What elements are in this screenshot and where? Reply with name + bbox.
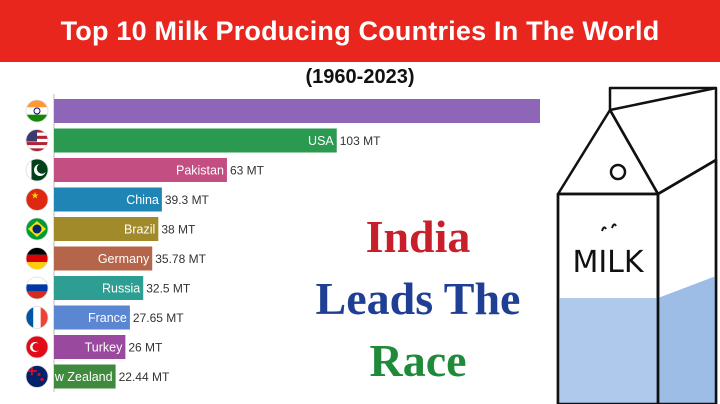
bar-category-label: Brazil (124, 223, 155, 237)
chart-title: Top 10 Milk Producing Countries In The W… (60, 15, 660, 46)
bar-india (54, 99, 540, 123)
bar-pakistan (54, 158, 227, 182)
bar-category-label: Pakistan (176, 164, 224, 178)
new-zealand-flag-icon (25, 365, 49, 388)
bar-france (54, 305, 130, 330)
bar-category-label: w Zealand (54, 370, 113, 384)
turkey-flag-icon (25, 335, 49, 359)
headline-line-3: Race (369, 335, 467, 386)
bar-value-label: 103 MT (340, 134, 381, 148)
bar-category-label: Turkey (85, 341, 123, 355)
chart-subtitle: (1960-2023) (305, 66, 415, 88)
carton-cap-icon (609, 163, 627, 181)
france-flag-icon (25, 306, 49, 329)
bar-china (54, 187, 162, 212)
bar-russia (54, 276, 144, 300)
bar-value-label: 27.65 MT (133, 311, 184, 325)
bar-new-zealand (54, 364, 116, 389)
bar-value-label: 38 MT (161, 223, 196, 237)
bar-usa (54, 128, 337, 153)
bar-category-label: Russia (102, 282, 140, 296)
milk-carton-illustration: MILK (556, 86, 718, 404)
china-flag-icon: ★ (25, 188, 49, 211)
bar-germany (54, 246, 153, 271)
bar-turkey (54, 335, 126, 359)
headline-line-1: India (365, 211, 471, 262)
bar-value-label: 26 MT (128, 341, 163, 355)
bar-category-label: France (88, 311, 127, 325)
bar-value-label: 39.3 MT (165, 193, 210, 207)
svg-text:★: ★ (31, 192, 39, 202)
bar-category-label: USA (308, 134, 334, 148)
usa-flag-icon (25, 129, 49, 152)
bar-value-label: 22.44 MT (119, 370, 170, 384)
bar-value-label: 63 MT (230, 164, 265, 178)
russia-flag-icon (25, 276, 49, 300)
bar-value-label: 32.5 MT (146, 282, 191, 296)
india-flag-icon (25, 99, 49, 123)
carton-label: MILK (572, 245, 644, 280)
headline-line-2: Leads The (315, 273, 521, 324)
bar-brazil (54, 217, 159, 241)
bar-value-label: 35.78 MT (155, 252, 206, 266)
carton-milk-level-front (558, 298, 658, 404)
title-banner: Top 10 Milk Producing Countries In The W… (0, 0, 720, 62)
germany-flag-icon (25, 247, 49, 270)
pakistan-flag-icon (25, 158, 49, 182)
bar-category-label: China (126, 193, 159, 207)
bar-category-label: Germany (98, 252, 150, 266)
brazil-flag-icon (25, 217, 49, 241)
carton-milk-level-side (658, 276, 716, 404)
